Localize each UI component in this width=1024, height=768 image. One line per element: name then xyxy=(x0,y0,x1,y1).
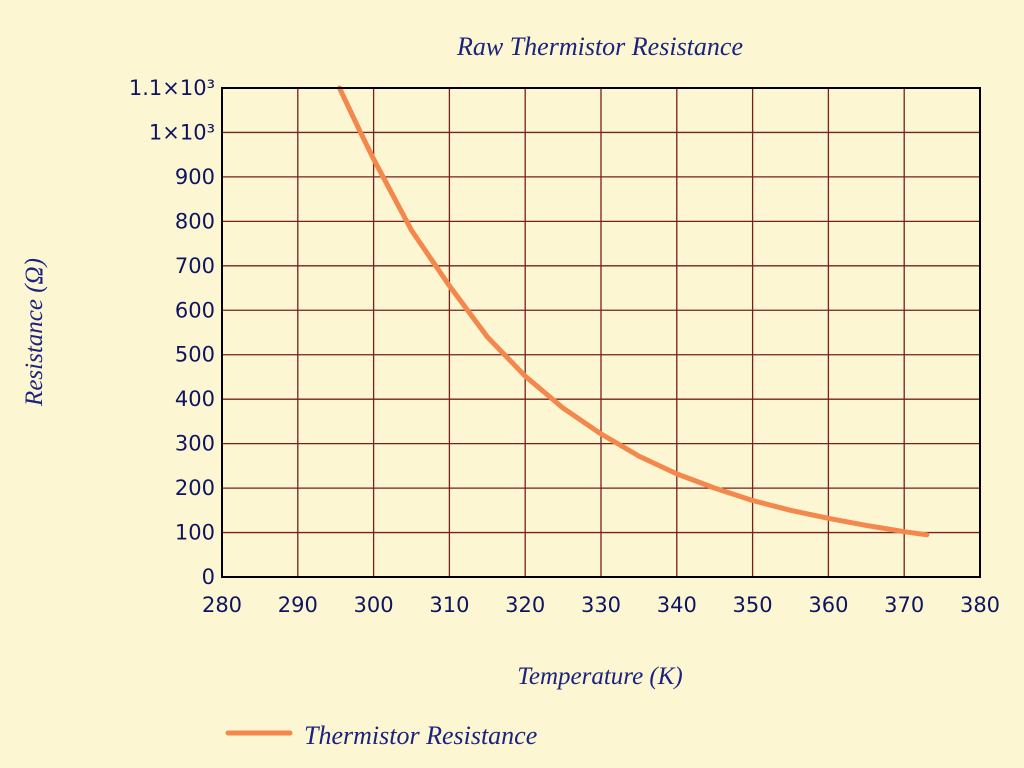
x-axis-label: Temperature (K) xyxy=(517,663,683,690)
x-tick-label: 300 xyxy=(354,593,394,617)
y-tick-label: 1.1×10³ xyxy=(129,76,215,100)
y-tick-label: 900 xyxy=(175,165,215,189)
x-tick-label: 310 xyxy=(429,593,469,617)
y-tick-label: 800 xyxy=(175,209,215,233)
series-line-thermistor-resistance xyxy=(337,85,930,538)
plot-frame xyxy=(221,87,981,578)
y-tick-label: 400 xyxy=(175,387,215,411)
x-tick-label: 330 xyxy=(581,593,621,617)
y-tick-label: 1×10³ xyxy=(149,120,215,144)
y-tick-label: 100 xyxy=(175,521,215,545)
y-tick-label: 200 xyxy=(175,476,215,500)
legend-label-thermistor-resistance: Thermistor Resistance xyxy=(304,721,537,750)
x-tick-label: 280 xyxy=(202,593,242,617)
y-tick-label: 0 xyxy=(202,565,215,589)
x-tick-label: 360 xyxy=(808,593,848,617)
x-tick-labels: 280 290 300 310 320 330 340 350 360 370 380 xyxy=(202,593,1000,617)
y-tick-label: 600 xyxy=(175,298,215,322)
y-tick-label: 300 xyxy=(175,432,215,456)
chart-title: Raw Thermistor Resistance xyxy=(456,32,743,61)
series-layer xyxy=(337,85,930,538)
y-axis-label: Resistance (Ω) xyxy=(21,258,48,407)
x-tick-label: 290 xyxy=(278,593,318,617)
x-tick-label: 320 xyxy=(505,593,545,617)
y-tick-label: 500 xyxy=(175,343,215,367)
x-tick-label: 370 xyxy=(884,593,924,617)
x-tick-label: 340 xyxy=(657,593,697,617)
x-tick-label: 350 xyxy=(733,593,773,617)
x-tick-label: 380 xyxy=(960,593,1000,617)
y-tick-label: 700 xyxy=(175,254,215,278)
legend: Thermistor Resistance xyxy=(225,721,537,750)
y-tick-labels: 0 100 200 300 400 500 600 700 800 900 1×10³ 1.1×10³ xyxy=(129,76,215,589)
